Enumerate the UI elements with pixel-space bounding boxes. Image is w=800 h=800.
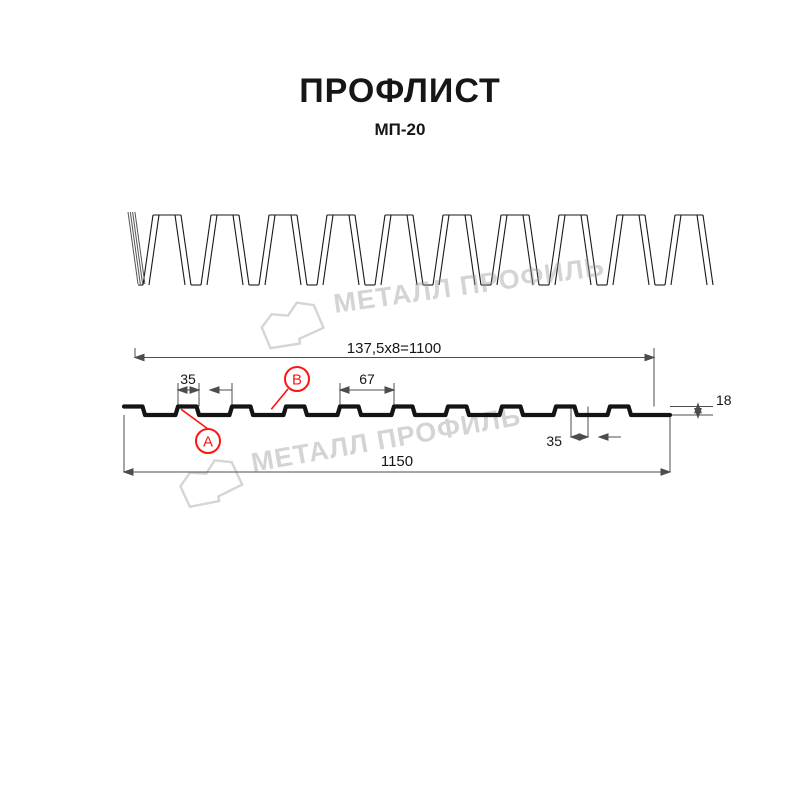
- svg-text:35: 35: [180, 371, 196, 387]
- svg-text:1150: 1150: [381, 453, 413, 470]
- svg-text:B: B: [292, 372, 302, 389]
- svg-text:18: 18: [716, 392, 732, 408]
- svg-text:137,5x8=1100: 137,5x8=1100: [347, 340, 441, 357]
- svg-text:A: A: [203, 434, 213, 451]
- svg-text:35: 35: [546, 433, 562, 449]
- svg-text:67: 67: [359, 371, 375, 387]
